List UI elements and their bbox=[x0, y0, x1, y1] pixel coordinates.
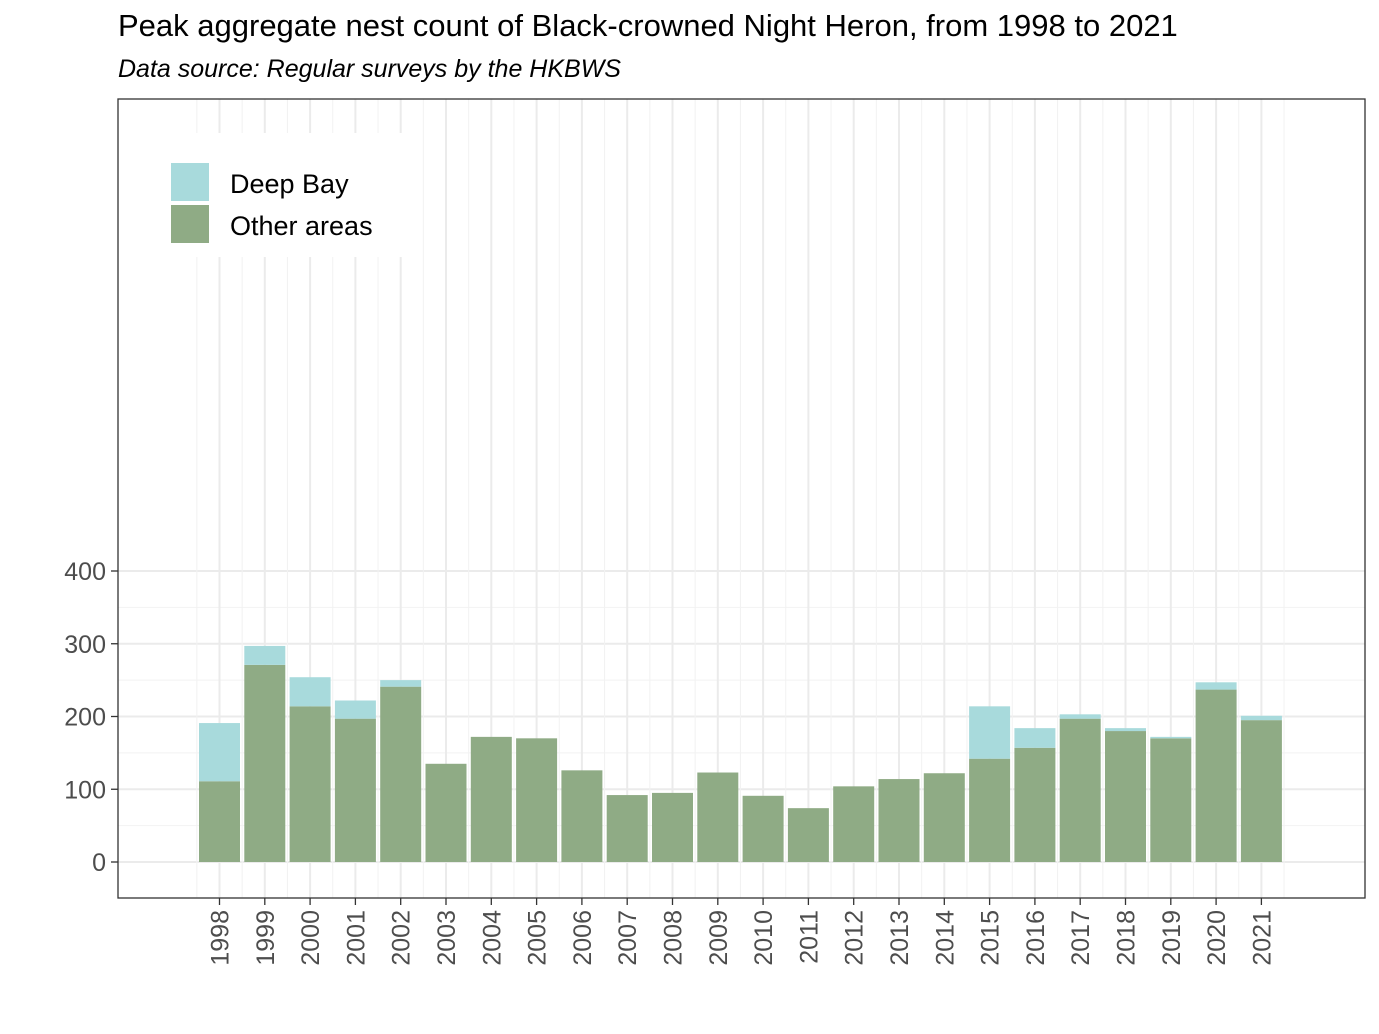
bar-other-areas-2003 bbox=[425, 763, 467, 862]
bar-deep-bay-2015 bbox=[969, 706, 1011, 759]
bar-other-areas-2010 bbox=[742, 795, 784, 862]
legend-key bbox=[171, 163, 209, 201]
x-tick-label: 2018 bbox=[1113, 910, 1141, 966]
bar-deep-bay-2016 bbox=[1014, 728, 1056, 748]
bar-other-areas-2019 bbox=[1150, 738, 1192, 862]
bar-other-areas-2005 bbox=[516, 738, 558, 862]
x-tick-label: 1998 bbox=[207, 910, 235, 966]
x-tick-label: 2004 bbox=[478, 910, 506, 966]
bar-other-areas-1999 bbox=[244, 664, 286, 862]
bar-other-areas-2013 bbox=[878, 779, 920, 862]
bar-other-areas-2016 bbox=[1014, 747, 1056, 862]
bar-other-areas-2011 bbox=[787, 808, 829, 862]
bar-deep-bay-2001 bbox=[334, 700, 376, 719]
chart-title: Peak aggregate nest count of Black-crown… bbox=[118, 8, 1178, 43]
bar-other-areas-2006 bbox=[561, 770, 603, 862]
bar-deep-bay-2019 bbox=[1150, 736, 1192, 739]
bar-other-areas-2020 bbox=[1195, 689, 1237, 862]
x-tick-label: 2014 bbox=[931, 910, 959, 966]
bar-deep-bay-2017 bbox=[1059, 714, 1101, 719]
x-tick-label: 2007 bbox=[614, 910, 642, 966]
bar-other-areas-2008 bbox=[652, 792, 693, 862]
bar-deep-bay-1999 bbox=[244, 645, 286, 665]
x-tick-label: 2011 bbox=[795, 910, 823, 964]
bar-deep-bay-2000 bbox=[289, 677, 331, 707]
bar-deep-bay-1998 bbox=[199, 723, 240, 782]
x-tick-label: 2000 bbox=[297, 910, 325, 966]
x-tick-label: 2017 bbox=[1067, 910, 1095, 966]
x-tick-label: 2016 bbox=[1022, 910, 1050, 966]
x-tick-label: 2006 bbox=[569, 910, 597, 966]
bar-other-areas-2015 bbox=[969, 758, 1011, 862]
y-tick-label: 300 bbox=[64, 631, 106, 659]
x-tick-label: 2015 bbox=[977, 910, 1005, 966]
x-tick-label: 2020 bbox=[1203, 910, 1231, 966]
x-tick-label: 2010 bbox=[750, 910, 778, 966]
bar-other-areas-2009 bbox=[697, 772, 739, 862]
bar-other-areas-2007 bbox=[606, 795, 648, 862]
bar-other-areas-2012 bbox=[833, 786, 875, 862]
y-tick-label: 100 bbox=[64, 776, 106, 804]
x-tick-label: 2005 bbox=[524, 910, 552, 966]
y-tick-label: 400 bbox=[64, 558, 106, 586]
x-tick-label: 2019 bbox=[1158, 910, 1186, 966]
bar-other-areas-2002 bbox=[380, 686, 422, 862]
y-tick-label: 0 bbox=[92, 849, 106, 877]
chart-subtitle: Data source: Regular surveys by the HKBW… bbox=[118, 55, 621, 83]
x-tick-label: 2012 bbox=[841, 910, 869, 966]
legend-key bbox=[171, 205, 209, 243]
bar-other-areas-2004 bbox=[470, 736, 512, 862]
y-tick-label: 200 bbox=[64, 704, 106, 732]
bar-other-areas-2001 bbox=[334, 718, 376, 862]
bar-other-areas-1998 bbox=[199, 781, 240, 862]
bar-deep-bay-2021 bbox=[1240, 715, 1282, 721]
x-tick-label: 2008 bbox=[660, 910, 688, 966]
x-tick-label: 2009 bbox=[705, 910, 733, 966]
legend-label: Deep Bay bbox=[230, 169, 349, 199]
bar-other-areas-2018 bbox=[1105, 731, 1146, 862]
x-tick-label: 2001 bbox=[342, 910, 370, 966]
bar-deep-bay-2018 bbox=[1105, 728, 1146, 732]
bar-deep-bay-2002 bbox=[380, 680, 422, 687]
bar-deep-bay-2020 bbox=[1195, 682, 1237, 690]
bar-other-areas-2021 bbox=[1240, 720, 1282, 862]
x-tick-label: 2013 bbox=[886, 910, 914, 966]
bar-other-areas-2000 bbox=[289, 706, 331, 862]
x-tick-label: 2003 bbox=[433, 910, 461, 966]
bar-other-areas-2017 bbox=[1059, 718, 1101, 862]
x-tick-label: 1999 bbox=[252, 910, 280, 966]
x-tick-label: 2021 bbox=[1248, 910, 1276, 966]
legend-label: Other areas bbox=[230, 211, 373, 241]
x-tick-label: 2002 bbox=[388, 910, 416, 966]
bar-other-areas-2014 bbox=[923, 773, 965, 862]
plot-panel-border bbox=[117, 98, 1366, 899]
